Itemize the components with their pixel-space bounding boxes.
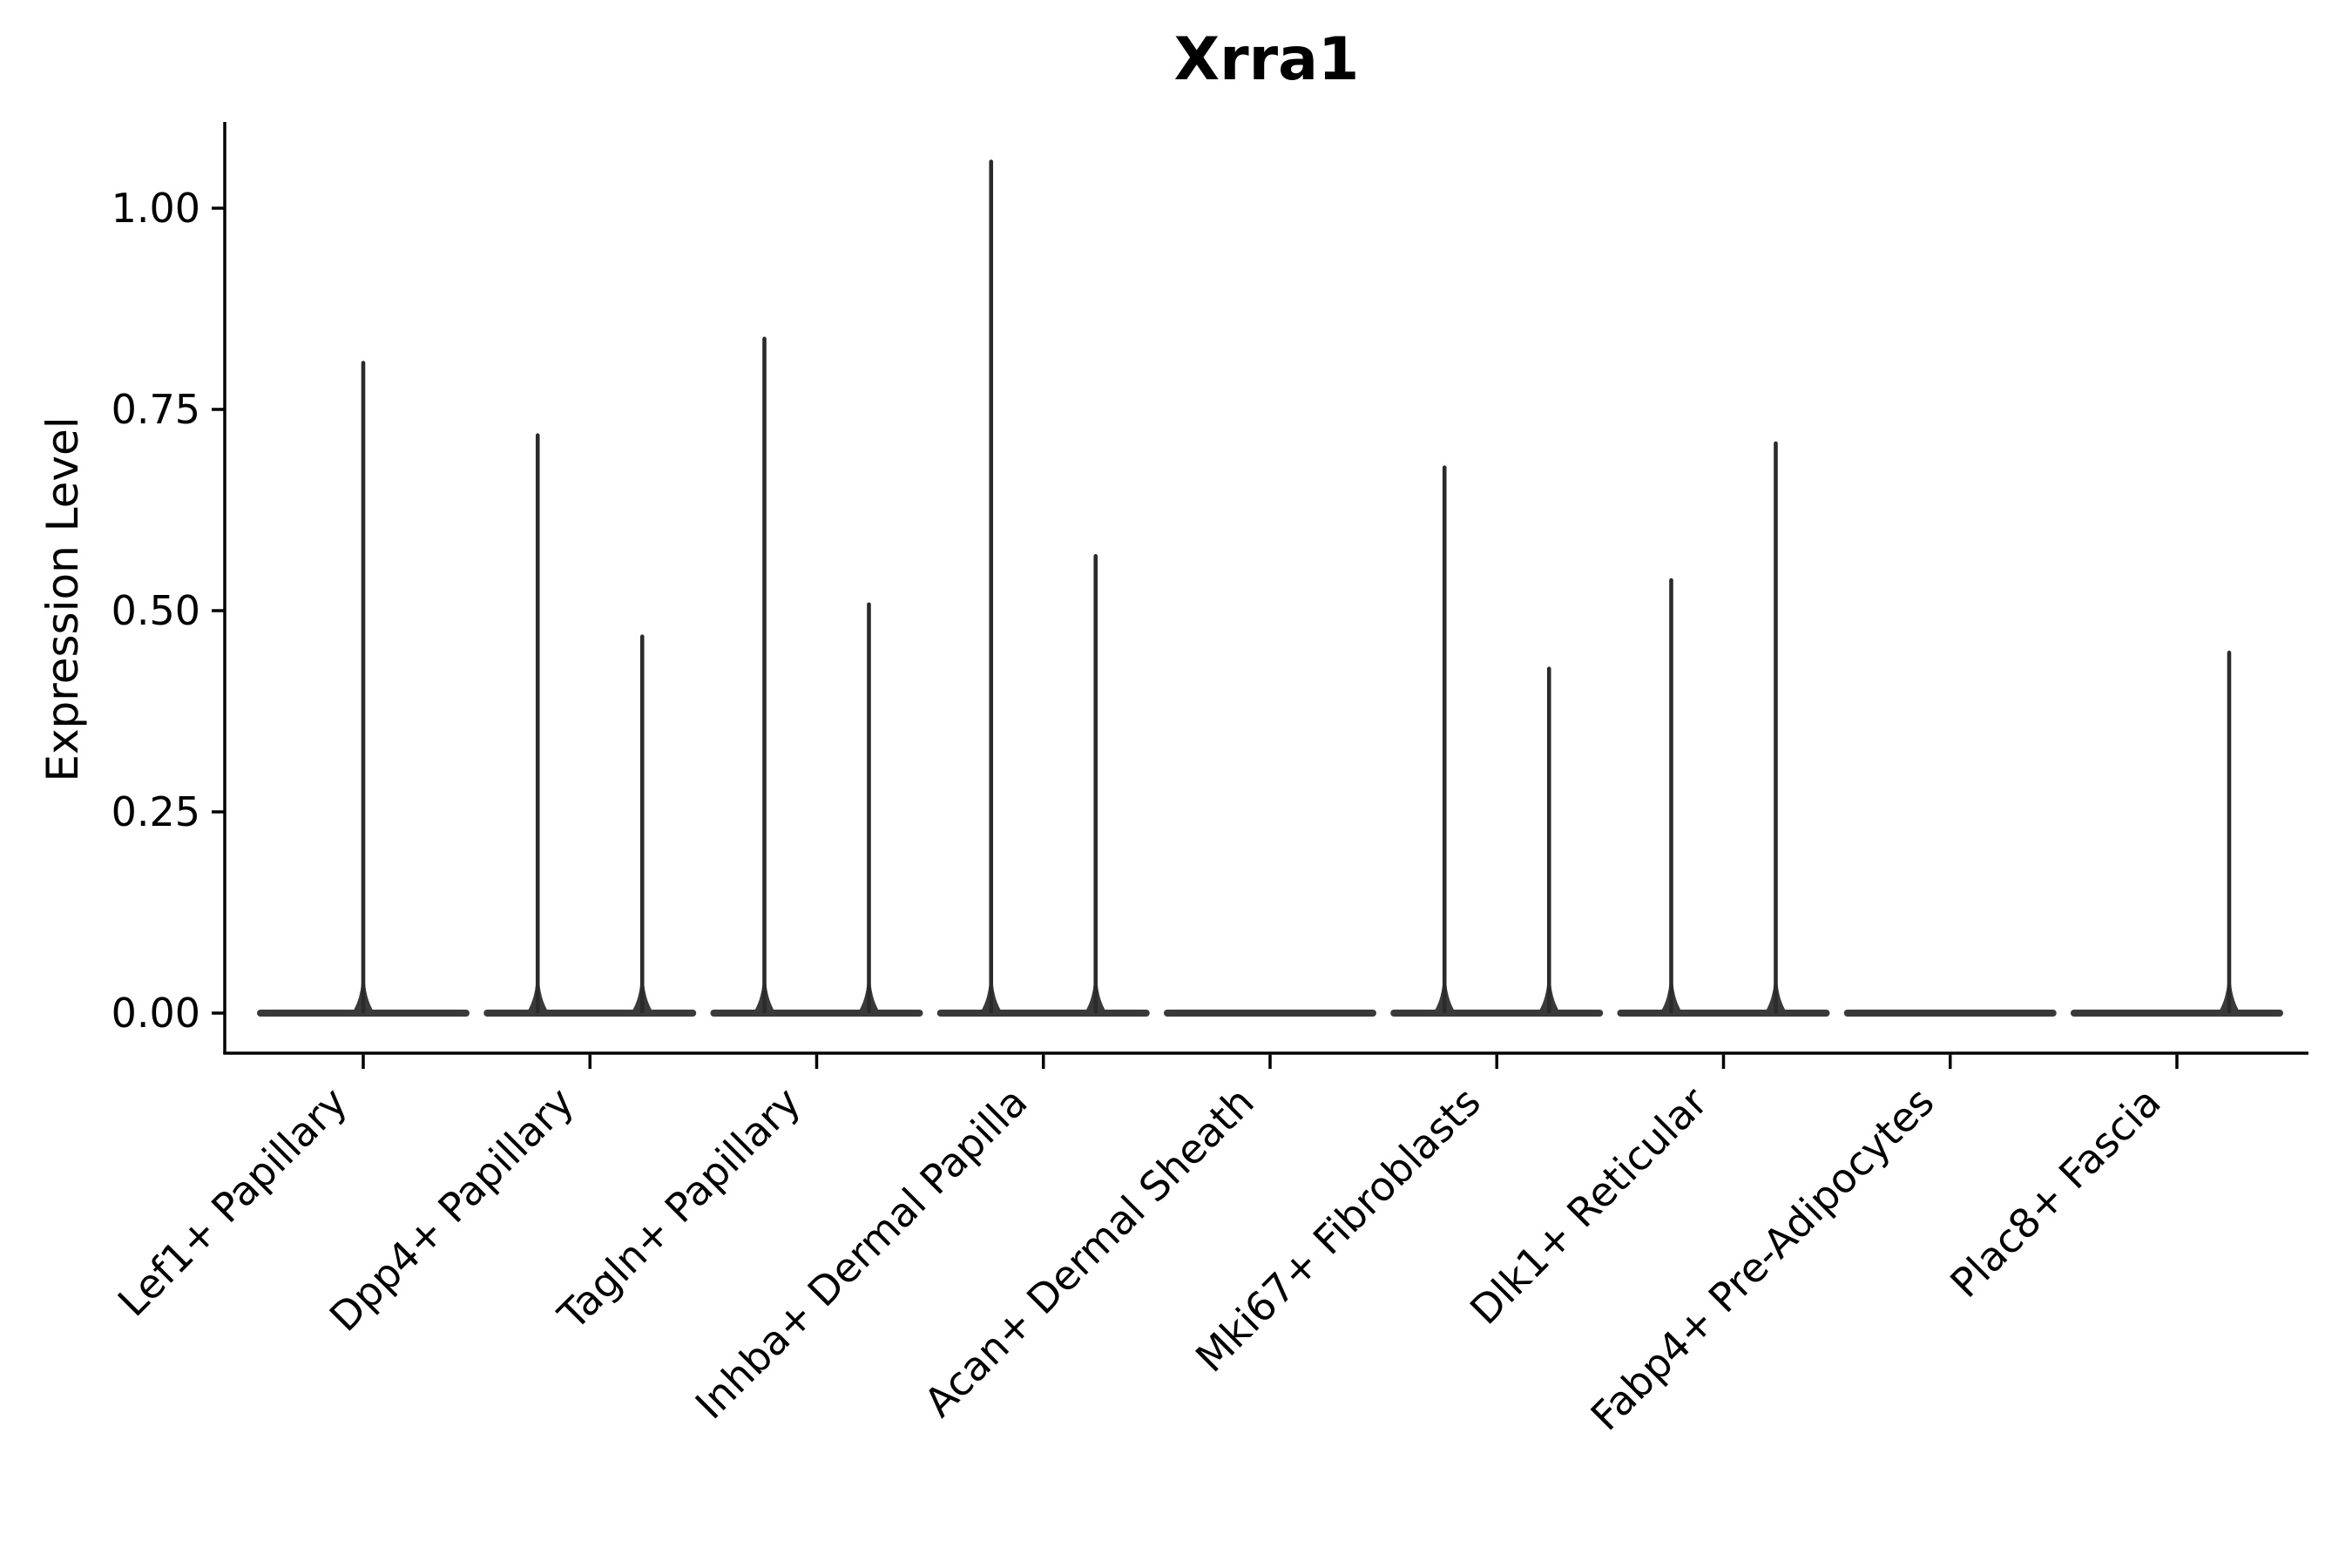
y-tick-label: 1.00 — [112, 185, 200, 232]
violin-group — [710, 336, 923, 1017]
violin-group — [483, 433, 697, 1017]
y-axis-ticks: 0.00 0.25 0.50 0.75 1.00 — [112, 185, 225, 1037]
y-tick-label: 0.50 — [112, 587, 200, 634]
violin-group — [1617, 441, 1830, 1017]
y-axis-title: Expression Level — [37, 416, 88, 782]
x-tick-label: Dpp4+ Papillary — [321, 1078, 583, 1341]
y-tick-label: 0.00 — [112, 990, 200, 1037]
violin-group — [1390, 465, 1604, 1017]
x-tick-label: Dlk1+ Reticular — [1461, 1078, 1716, 1334]
violin-group — [2071, 650, 2283, 1017]
x-tick-label: Plac8+ Fascia — [1941, 1078, 2169, 1307]
y-tick-label: 0.25 — [112, 788, 200, 835]
violins — [257, 159, 2283, 1017]
violin-group — [936, 159, 1150, 1017]
x-tick-label: Tagln+ Papillary — [549, 1078, 810, 1340]
chart-title: Xrra1 — [1173, 25, 1360, 94]
x-tick-label: Lef1+ Papillary — [109, 1078, 356, 1326]
axes — [223, 122, 2308, 1055]
violin-group — [257, 361, 470, 1017]
y-tick-label: 0.75 — [112, 386, 200, 433]
